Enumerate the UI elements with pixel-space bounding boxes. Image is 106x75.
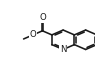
Text: O: O bbox=[39, 13, 46, 22]
Text: N: N bbox=[60, 45, 66, 54]
Text: O: O bbox=[30, 30, 36, 39]
